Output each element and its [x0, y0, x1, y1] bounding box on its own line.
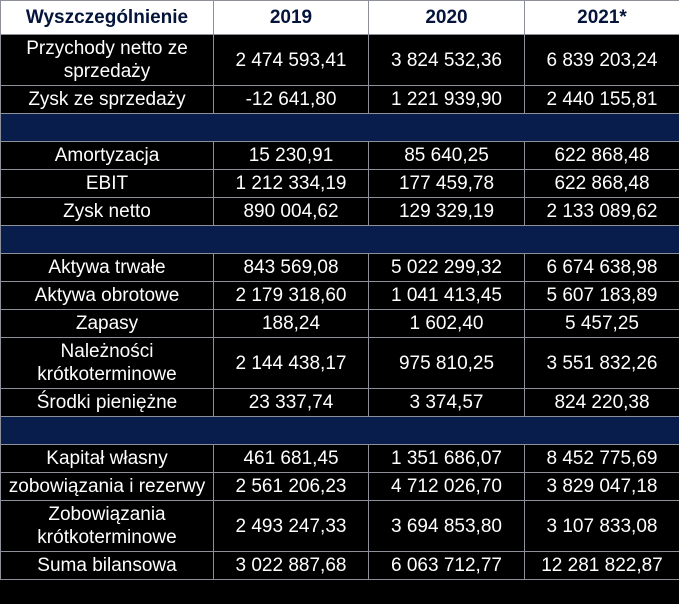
header-row: Wyszczególnienie 2019 2020 2021*: [0, 0, 679, 35]
cell-2021: 622 868,48: [524, 141, 679, 170]
row-label: Środki pieniężne: [0, 388, 214, 417]
cell-2020: 85 640,25: [368, 141, 525, 170]
cell-2020: 3 694 853,80: [368, 500, 525, 552]
cell-2021: 8 452 775,69: [524, 444, 679, 473]
cell-2021: 3 551 832,26: [524, 337, 679, 389]
table-row: EBIT 1 212 334,19 177 459,78 622 868,48: [0, 169, 679, 198]
table-row: Aktywa obrotowe 2 179 318,60 1 041 413,4…: [0, 281, 679, 310]
cell-2020: 1 351 686,07: [368, 444, 525, 473]
cell-2021: 6 839 203,24: [524, 34, 679, 86]
row-label: Amortyzacja: [0, 141, 214, 170]
cell-2019: 2 561 206,23: [213, 472, 369, 501]
cell-2020: 975 810,25: [368, 337, 525, 389]
section-separator: [0, 113, 679, 142]
cell-2021: 3 107 833,08: [524, 500, 679, 552]
separator-cell: [0, 113, 679, 142]
financial-table: Wyszczególnienie 2019 2020 2021* Przycho…: [0, 0, 679, 580]
table-row: Zapasy 188,24 1 602,40 5 457,25: [0, 309, 679, 338]
table-row: Aktywa trwałe 843 569,08 5 022 299,32 6 …: [0, 253, 679, 282]
table-row: Przychody netto ze sprzedaży 2 474 593,4…: [0, 34, 679, 86]
cell-2019: -12 641,80: [213, 85, 369, 114]
cell-2020: 1 221 939,90: [368, 85, 525, 114]
table-row: Zobowiązania krótkoterminowe 2 493 247,3…: [0, 500, 679, 552]
header-year-2021: 2021*: [524, 0, 679, 35]
cell-2019: 3 022 887,68: [213, 551, 369, 580]
row-label: Aktywa obrotowe: [0, 281, 214, 310]
cell-2019: 2 474 593,41: [213, 34, 369, 86]
table-row: Amortyzacja 15 230,91 85 640,25 622 868,…: [0, 141, 679, 170]
cell-2021: 622 868,48: [524, 169, 679, 198]
row-label: EBIT: [0, 169, 214, 198]
cell-2020: 3 824 532,36: [368, 34, 525, 86]
table-row: Należności krótkoterminowe 2 144 438,17 …: [0, 337, 679, 389]
header-year-2019: 2019: [213, 0, 369, 35]
cell-2020: 129 329,19: [368, 197, 525, 226]
cell-2019: 15 230,91: [213, 141, 369, 170]
row-label: Kapitał własny: [0, 444, 214, 473]
row-label: Zapasy: [0, 309, 214, 338]
section-separator: [0, 416, 679, 445]
section-separator: [0, 225, 679, 254]
header-year-2020: 2020: [368, 0, 525, 35]
cell-2019: 23 337,74: [213, 388, 369, 417]
cell-2019: 2 493 247,33: [213, 500, 369, 552]
cell-2021: 5 457,25: [524, 309, 679, 338]
row-label: Zysk ze sprzedaży: [0, 85, 214, 114]
separator-cell: [0, 225, 679, 254]
cell-2019: 461 681,45: [213, 444, 369, 473]
table-row: Zysk ze sprzedaży -12 641,80 1 221 939,9…: [0, 85, 679, 114]
cell-2019: 1 212 334,19: [213, 169, 369, 198]
cell-2020: 1 041 413,45: [368, 281, 525, 310]
cell-2019: 843 569,08: [213, 253, 369, 282]
header-label: Wyszczególnienie: [0, 0, 214, 35]
separator-cell: [0, 416, 679, 445]
row-label: Zobowiązania krótkoterminowe: [0, 500, 214, 552]
cell-2020: 1 602,40: [368, 309, 525, 338]
cell-2019: 2 144 438,17: [213, 337, 369, 389]
cell-2019: 2 179 318,60: [213, 281, 369, 310]
cell-2020: 3 374,57: [368, 388, 525, 417]
row-label: Zysk netto: [0, 197, 214, 226]
cell-2020: 4 712 026,70: [368, 472, 525, 501]
cell-2020: 6 063 712,77: [368, 551, 525, 580]
cell-2021: 3 829 047,18: [524, 472, 679, 501]
table-row: Zysk netto 890 004,62 129 329,19 2 133 0…: [0, 197, 679, 226]
cell-2020: 5 022 299,32: [368, 253, 525, 282]
cell-2021: 2 133 089,62: [524, 197, 679, 226]
table-row: Suma bilansowa 3 022 887,68 6 063 712,77…: [0, 551, 679, 580]
row-label: Aktywa trwałe: [0, 253, 214, 282]
table-row: Kapitał własny 461 681,45 1 351 686,07 8…: [0, 444, 679, 473]
row-label: Przychody netto ze sprzedaży: [0, 34, 214, 86]
cell-2021: 2 440 155,81: [524, 85, 679, 114]
table-row: zobowiązania i rezerwy 2 561 206,23 4 71…: [0, 472, 679, 501]
cell-2019: 188,24: [213, 309, 369, 338]
cell-2021: 5 607 183,89: [524, 281, 679, 310]
cell-2021: 6 674 638,98: [524, 253, 679, 282]
table-row: Środki pieniężne 23 337,74 3 374,57 824 …: [0, 388, 679, 417]
row-label: zobowiązania i rezerwy: [0, 472, 214, 501]
cell-2020: 177 459,78: [368, 169, 525, 198]
cell-2019: 890 004,62: [213, 197, 369, 226]
cell-2021: 12 281 822,87: [524, 551, 679, 580]
row-label: Należności krótkoterminowe: [0, 337, 214, 389]
row-label: Suma bilansowa: [0, 551, 214, 580]
cell-2021: 824 220,38: [524, 388, 679, 417]
